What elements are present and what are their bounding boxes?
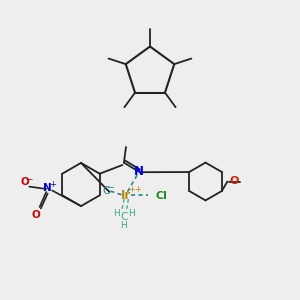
Text: N: N xyxy=(43,183,52,193)
Text: C: C xyxy=(102,186,110,196)
Text: H: H xyxy=(128,209,135,218)
Text: O: O xyxy=(230,176,239,187)
Text: ++: ++ xyxy=(128,185,142,194)
Text: −: − xyxy=(25,175,32,184)
Text: O: O xyxy=(31,210,40,220)
Text: Cl: Cl xyxy=(156,191,168,201)
Text: Ir: Ir xyxy=(121,189,131,202)
Text: H: H xyxy=(113,209,119,218)
Text: C: C xyxy=(120,212,128,222)
Text: H: H xyxy=(121,220,127,230)
Text: +: + xyxy=(49,180,56,189)
Text: O: O xyxy=(20,177,29,188)
Text: −: − xyxy=(107,182,115,193)
Text: N: N xyxy=(134,165,144,178)
